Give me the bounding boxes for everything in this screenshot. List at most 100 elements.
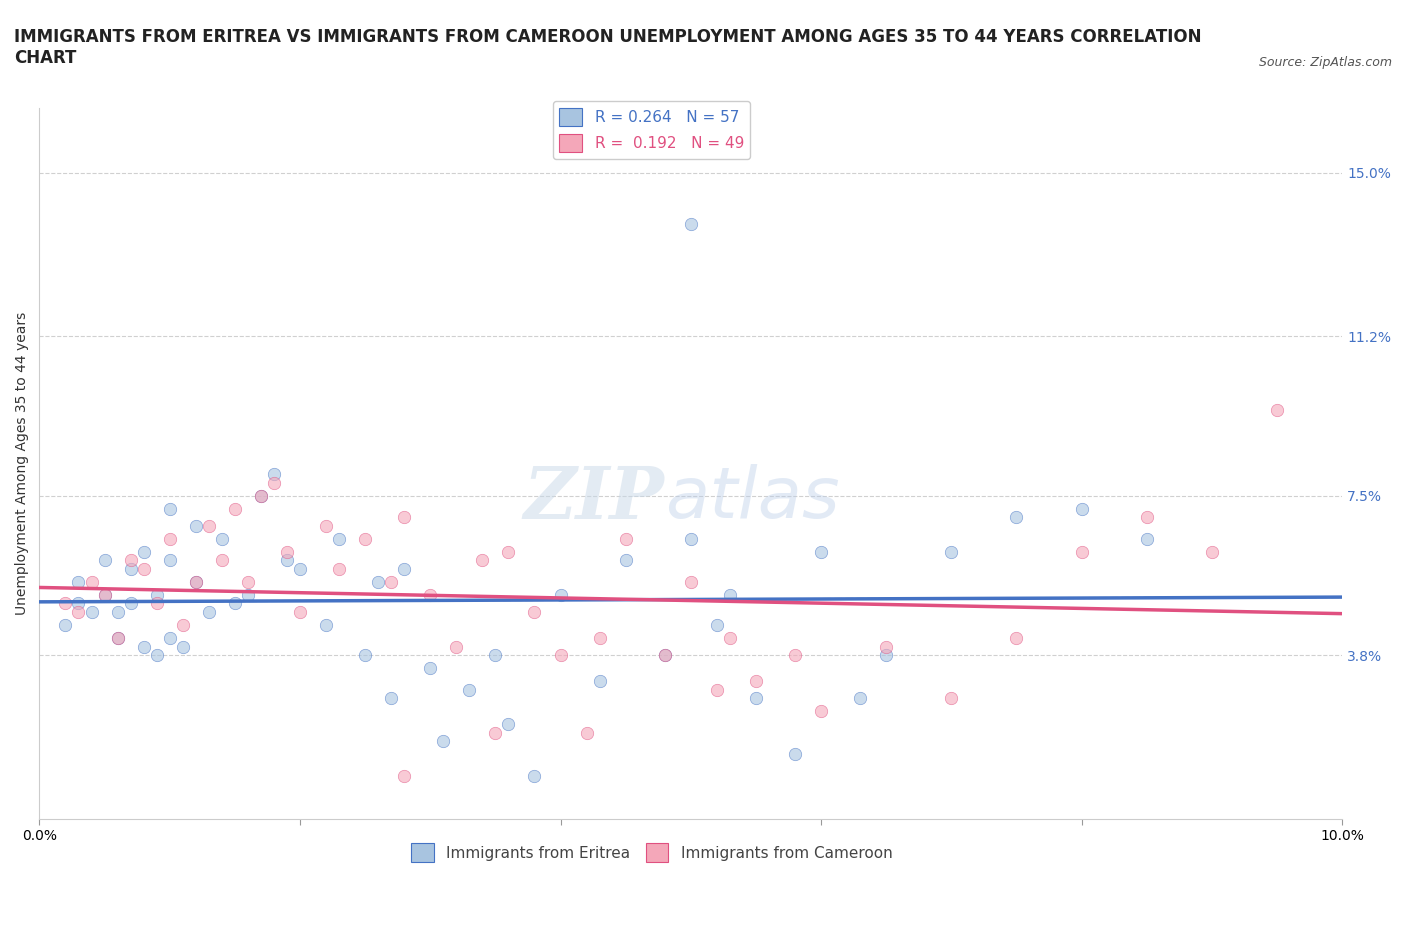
Point: [718, 631, 741, 645]
Point: [288, 604, 311, 619]
Point: [523, 768, 546, 783]
Point: [263, 467, 285, 482]
Text: ZIP: ZIP: [524, 463, 665, 535]
Point: [159, 631, 181, 645]
Point: [236, 588, 259, 603]
Point: [745, 673, 768, 688]
Point: [132, 544, 155, 559]
Point: [783, 647, 806, 662]
Point: [498, 717, 520, 732]
Point: [172, 618, 194, 632]
Point: [392, 510, 415, 525]
Point: [941, 691, 963, 706]
Point: [250, 488, 273, 503]
Point: [783, 747, 806, 762]
Point: [392, 562, 415, 577]
Point: [1070, 544, 1092, 559]
Point: [145, 596, 167, 611]
Point: [159, 531, 181, 546]
Point: [550, 588, 572, 603]
Point: [614, 531, 637, 546]
Point: [614, 553, 637, 568]
Point: [159, 501, 181, 516]
Point: [354, 531, 377, 546]
Point: [1070, 501, 1092, 516]
Point: [107, 631, 129, 645]
Point: [107, 631, 129, 645]
Point: [197, 604, 219, 619]
Point: [679, 217, 702, 232]
Point: [849, 691, 872, 706]
Point: [1136, 510, 1159, 525]
Point: [367, 575, 389, 590]
Text: IMMIGRANTS FROM ERITREA VS IMMIGRANTS FROM CAMEROON UNEMPLOYMENT AMONG AGES 35 T: IMMIGRANTS FROM ERITREA VS IMMIGRANTS FR…: [14, 28, 1202, 67]
Point: [184, 575, 207, 590]
Point: [419, 660, 441, 675]
Point: [315, 518, 337, 533]
Point: [211, 531, 233, 546]
Point: [810, 544, 832, 559]
Point: [588, 673, 610, 688]
Point: [654, 647, 676, 662]
Point: [276, 553, 298, 568]
Point: [328, 562, 350, 577]
Point: [236, 575, 259, 590]
Point: [145, 588, 167, 603]
Point: [224, 501, 246, 516]
Point: [184, 575, 207, 590]
Point: [55, 596, 77, 611]
Point: [1136, 531, 1159, 546]
Point: [941, 544, 963, 559]
Point: [484, 647, 506, 662]
Point: [875, 647, 897, 662]
Point: [706, 618, 728, 632]
Point: [315, 618, 337, 632]
Point: [484, 725, 506, 740]
Point: [588, 631, 610, 645]
Point: [1005, 631, 1028, 645]
Point: [288, 562, 311, 577]
Point: [120, 553, 142, 568]
Point: [93, 588, 115, 603]
Point: [67, 575, 90, 590]
Point: [132, 562, 155, 577]
Point: [745, 691, 768, 706]
Point: [810, 704, 832, 719]
Point: [67, 604, 90, 619]
Point: [93, 553, 115, 568]
Point: [380, 575, 402, 590]
Point: [550, 647, 572, 662]
Point: [328, 531, 350, 546]
Point: [120, 596, 142, 611]
Point: [197, 518, 219, 533]
Point: [458, 683, 481, 698]
Legend: Immigrants from Eritrea, Immigrants from Cameroon: Immigrants from Eritrea, Immigrants from…: [405, 837, 898, 868]
Point: [392, 768, 415, 783]
Point: [1265, 402, 1288, 417]
Point: [184, 518, 207, 533]
Point: [263, 475, 285, 490]
Point: [471, 553, 494, 568]
Point: [159, 553, 181, 568]
Point: [132, 639, 155, 654]
Point: [706, 683, 728, 698]
Point: [211, 553, 233, 568]
Point: [446, 639, 468, 654]
Point: [654, 647, 676, 662]
Point: [1201, 544, 1223, 559]
Point: [498, 544, 520, 559]
Point: [93, 588, 115, 603]
Point: [250, 488, 273, 503]
Point: [107, 604, 129, 619]
Point: [432, 734, 454, 749]
Point: [145, 647, 167, 662]
Text: atlas: atlas: [665, 464, 839, 534]
Point: [718, 588, 741, 603]
Point: [120, 562, 142, 577]
Point: [679, 531, 702, 546]
Point: [419, 588, 441, 603]
Point: [172, 639, 194, 654]
Point: [575, 725, 598, 740]
Point: [55, 618, 77, 632]
Point: [679, 575, 702, 590]
